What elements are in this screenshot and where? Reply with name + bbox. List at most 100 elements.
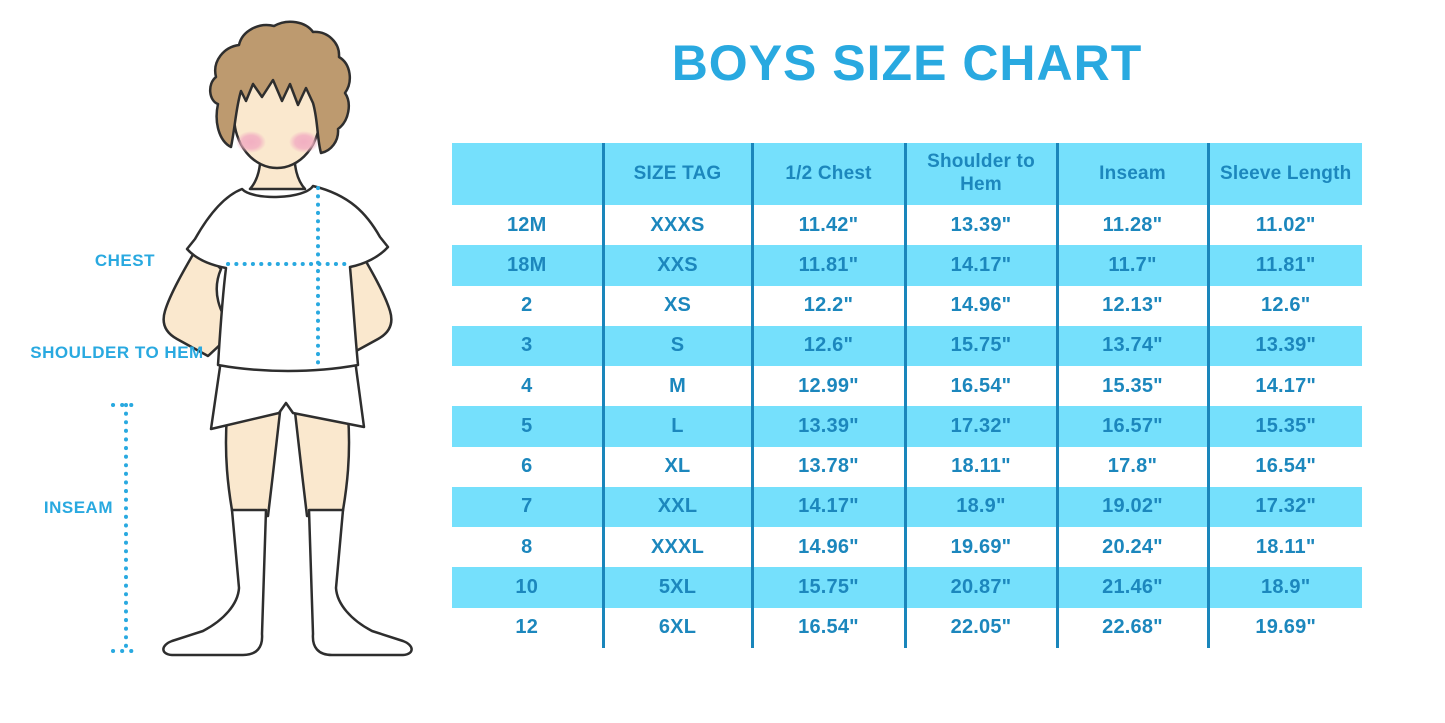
table-row: 2 XS 12.2" 14.96" 12.13" 12.6"	[452, 285, 1362, 326]
measurement-cell: 17.32"	[1206, 486, 1362, 528]
measurement-cell: S	[601, 325, 752, 367]
measurement-cell: 17.8"	[1055, 446, 1208, 487]
table-row: 7 XXL 14.17" 18.9" 19.02" 17.32"	[452, 486, 1362, 528]
measurement-illustration: CHEST SHOULDER TO HEM INSEAM	[0, 0, 450, 723]
measurement-cell: 12.6"	[750, 325, 905, 367]
size-cell: 10	[515, 576, 539, 599]
measurement-cell: 13.74"	[1055, 325, 1208, 367]
measurement-cell: 21.46"	[1055, 567, 1208, 608]
measurement-cell: 18.11"	[903, 446, 1057, 487]
measurement-cell: 11.02"	[1206, 205, 1362, 246]
measurement-cell: 11.28"	[1055, 205, 1208, 246]
measurement-cell: XS	[601, 285, 752, 326]
measurement-cell: 22.05"	[903, 607, 1057, 648]
table-row: 12 6XL 16.54" 22.05" 22.68" 19.69"	[452, 607, 1362, 648]
size-chart-table: SIZE TAG 1/2 Chest Shoulder to Hem Insea…	[452, 143, 1362, 648]
measurement-cell: 13.39"	[1206, 325, 1362, 367]
measurement-cell: 6XL	[601, 607, 752, 648]
inseam-label: INSEAM	[43, 498, 113, 517]
t-shirt	[185, 184, 390, 373]
measurement-cell: 11.81"	[750, 245, 905, 286]
size-cell: 3	[521, 334, 533, 357]
measurement-cell: 11.7"	[1055, 245, 1208, 286]
table-row: 10 5XL 15.75" 20.87" 21.46" 18.9"	[452, 567, 1362, 608]
measurement-cell: 12.6"	[1206, 285, 1362, 326]
measurement-cell: 12.99"	[750, 366, 905, 407]
size-cell: 4	[521, 374, 533, 397]
right-blush	[289, 131, 319, 153]
boy-figure	[111, 20, 413, 657]
measurement-cell: 13.78"	[750, 446, 905, 487]
table-row: 12M XXXS 11.42" 13.39" 11.28" 11.02"	[452, 205, 1362, 246]
right-sock	[307, 508, 413, 657]
measurement-cell: L	[601, 406, 752, 447]
size-table-body: 12M XXXS 11.42" 13.39" 11.28" 11.02" 18M XXS 11.…	[452, 205, 1362, 648]
measurement-cell: 18.9"	[1206, 567, 1362, 608]
header-cell-shoulder-to-hem: Shoulder to Hem	[903, 143, 1057, 205]
measurement-cell: 11.42"	[750, 205, 905, 246]
size-cell: 12M	[506, 213, 547, 236]
right-leg	[293, 410, 351, 518]
measurement-cell: 22.68"	[1055, 607, 1208, 648]
table-row: 5 L 13.39" 17.32" 16.57" 15.35"	[452, 406, 1362, 447]
measurement-cell: 15.75"	[903, 325, 1057, 367]
measurement-cell: XL	[601, 446, 752, 487]
size-cell: 7	[521, 495, 533, 518]
measurement-cell: 16.54"	[750, 607, 905, 648]
measurement-cell: 19.02"	[1055, 486, 1208, 528]
table-row: 4 M 12.99" 16.54" 15.35" 14.17"	[452, 366, 1362, 407]
measurement-cell: 18.9"	[903, 486, 1057, 528]
shoulder-to-hem-label: SHOULDER TO HEM	[30, 343, 204, 362]
size-cell: 6	[521, 455, 533, 478]
size-cell: 12	[515, 616, 539, 639]
measurement-cell: XXL	[601, 486, 752, 528]
measurement-cell: 20.87"	[903, 567, 1057, 608]
header-cell-inseam: Inseam	[1055, 143, 1208, 205]
size-cell: 8	[521, 535, 533, 558]
measurement-cell: 14.17"	[903, 245, 1057, 286]
measurement-cell: 5XL	[601, 567, 752, 608]
size-cell: 18M	[506, 253, 547, 276]
measurement-cell: 16.54"	[903, 366, 1057, 407]
measurement-cell: 15.35"	[1055, 366, 1208, 407]
header-cell-size	[452, 143, 603, 205]
measurement-cell: M	[601, 366, 752, 407]
table-row: 8 XXXL 14.96" 19.69" 20.24" 18.11"	[452, 527, 1362, 568]
measurement-cell: 18.11"	[1206, 527, 1362, 568]
table-row: 6 XL 13.78" 18.11" 17.8" 16.54"	[452, 446, 1362, 487]
measurement-cell: XXS	[601, 245, 752, 286]
measurement-cell: 12.13"	[1055, 285, 1208, 326]
measurement-cell: 14.17"	[1206, 366, 1362, 407]
header-row: SIZE TAG 1/2 Chest Shoulder to Hem Insea…	[452, 143, 1362, 205]
size-cell: 5	[521, 414, 533, 437]
measurement-cell: 13.39"	[750, 406, 905, 447]
measurement-cell: XXXS	[601, 205, 752, 246]
left-sock	[162, 508, 268, 657]
left-blush	[236, 131, 266, 153]
measurement-cell: 15.35"	[1206, 406, 1362, 447]
header-cell-size-tag: SIZE TAG	[601, 143, 752, 205]
header-cell-sleeve-length: Sleeve Length	[1206, 143, 1362, 205]
page-title: BOYS SIZE CHART	[671, 35, 1143, 91]
measurement-cell: 15.75"	[750, 567, 905, 608]
measurement-cell: 14.17"	[750, 486, 905, 528]
size-cell: 2	[521, 294, 533, 317]
table-row: 18M XXS 11.81" 14.17" 11.7" 11.81"	[452, 245, 1362, 286]
measurement-cell: 16.54"	[1206, 446, 1362, 487]
left-leg	[224, 410, 282, 518]
measurement-cell: 16.57"	[1055, 406, 1208, 447]
measurement-cell: 17.32"	[903, 406, 1057, 447]
chest-label: CHEST	[94, 251, 155, 270]
measurement-cell: 12.2"	[750, 285, 905, 326]
measurement-cell: 13.39"	[903, 205, 1057, 246]
measurement-cell: 14.96"	[903, 285, 1057, 326]
left-arm	[162, 244, 234, 358]
measurement-cell: XXXL	[601, 527, 752, 568]
hair	[209, 20, 352, 155]
measurement-cell: 11.81"	[1206, 245, 1362, 286]
measurement-cell: 19.69"	[1206, 607, 1362, 648]
measurement-cell: 19.69"	[903, 527, 1057, 568]
header-cell-half-chest: 1/2 Chest	[750, 143, 905, 205]
measurement-cell: 20.24"	[1055, 527, 1208, 568]
table-row: 3 S 12.6" 15.75" 13.74" 13.39"	[452, 325, 1362, 367]
